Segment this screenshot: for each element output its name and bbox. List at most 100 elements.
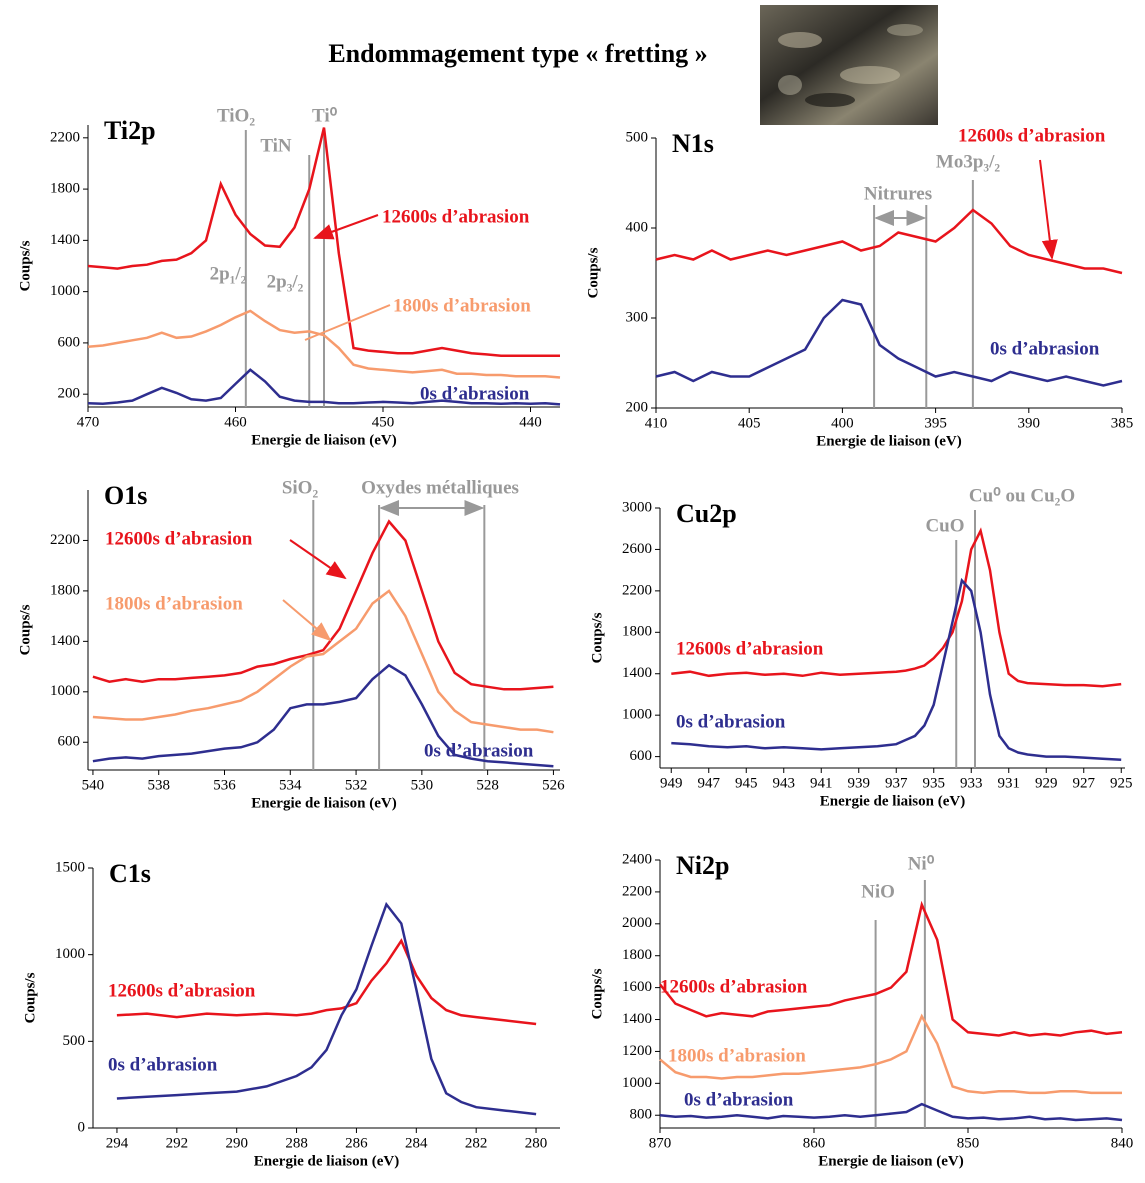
x-axis-title: Energie de liaison (eV)	[818, 1153, 963, 1169]
x-tick-label: 390	[1018, 415, 1041, 431]
y-tick-label: 1000	[55, 946, 85, 962]
x-tick-label: 400	[831, 415, 854, 431]
pointer-arrow	[304, 304, 391, 341]
x-tick-label: 450	[372, 414, 395, 430]
y-tick-label: 1000	[50, 683, 80, 699]
y-tick-label: 2200	[50, 532, 80, 548]
x-tick-label: 536	[213, 777, 236, 793]
series-line	[659, 900, 1123, 1037]
series-line	[87, 127, 560, 357]
y-tick-label: 1500	[55, 859, 85, 875]
x-tick-label: 947	[698, 775, 721, 791]
y-tick-label: 0	[78, 1119, 86, 1135]
x-tick-label: 292	[166, 1135, 189, 1151]
y-tick-label: 2200	[622, 883, 652, 899]
x-tick-label: 935	[923, 775, 946, 791]
series-label: 12600s d’abrasion	[382, 206, 530, 227]
y-tick-label: 3000	[622, 499, 652, 515]
series-line	[655, 208, 1123, 275]
chart-title: Cu2p	[676, 499, 737, 528]
y-tick-label: 800	[630, 1107, 653, 1123]
x-tick-label: 927	[1073, 775, 1096, 791]
y-axis-title: Coups/s	[585, 247, 601, 298]
series-label: 0s d’abrasion	[676, 711, 786, 732]
pointer-arrow	[1039, 159, 1058, 260]
reference-label: Cu⁰ ou Cu₂O	[969, 485, 1075, 506]
series-line	[116, 938, 537, 1026]
x-axis-title: Energie de liaison (eV)	[254, 1153, 399, 1169]
series-line	[92, 589, 554, 734]
series-line	[671, 527, 1122, 688]
series-line	[87, 368, 561, 406]
series-label: 12600s d’abrasion	[676, 638, 824, 659]
x-tick-label: 470	[77, 414, 100, 430]
y-tick-label: 1400	[622, 665, 652, 681]
y-tick-label: 1800	[50, 582, 80, 598]
series-label: 12600s d’abrasion	[958, 125, 1106, 146]
reference-label: Ti⁰	[312, 105, 338, 126]
x-tick-label: 931	[998, 775, 1021, 791]
x-tick-label: 282	[465, 1135, 488, 1151]
series-label: 12600s d’abrasion	[105, 528, 253, 549]
x-tick-label: 870	[649, 1135, 672, 1151]
x-axis-title: Energie de liaison (eV)	[816, 433, 961, 449]
y-tick-label: 1800	[50, 181, 80, 197]
y-tick-label: 1400	[50, 232, 80, 248]
y-axis-title: Coups/s	[22, 972, 38, 1023]
y-tick-label: 200	[58, 386, 81, 402]
x-tick-label: 943	[773, 775, 796, 791]
x-tick-label: 939	[848, 775, 871, 791]
y-tick-label: 1400	[622, 1011, 652, 1027]
x-tick-label: 290	[225, 1135, 248, 1151]
series-line	[92, 663, 554, 768]
x-tick-label: 440	[519, 414, 542, 430]
x-tick-label: 933	[960, 775, 983, 791]
x-axis-title: Energie de liaison (eV)	[251, 795, 396, 811]
chart-title: C1s	[109, 859, 151, 888]
y-tick-label: 1000	[50, 283, 80, 299]
y-tick-label: 600	[58, 334, 81, 350]
reference-label: TiN	[260, 135, 292, 156]
series-label: 1800s d’abrasion	[668, 1045, 806, 1066]
series-line	[655, 298, 1123, 387]
x-tick-label: 538	[147, 777, 170, 793]
y-tick-label: 2200	[622, 582, 652, 598]
x-tick-label: 532	[345, 777, 368, 793]
annotation-label: Oxydes métalliques	[361, 477, 519, 498]
chart-title: Ti2p	[104, 116, 156, 145]
series-line	[92, 519, 554, 691]
series-label: 1800s d’abrasion	[105, 593, 243, 614]
series-line	[671, 577, 1122, 761]
series-label: 0s d’abrasion	[990, 338, 1100, 359]
y-axis-title: Coups/s	[589, 968, 605, 1019]
y-tick-label: 2000	[622, 915, 652, 931]
y-tick-label: 2400	[622, 851, 652, 867]
y-tick-label: 2200	[50, 129, 80, 145]
pointer-arrow	[313, 214, 379, 240]
y-tick-label: 2600	[622, 541, 652, 557]
pointer-arrow	[282, 599, 332, 642]
x-tick-label: 941	[810, 775, 833, 791]
x-tick-label: 528	[476, 777, 499, 793]
x-tick-label: 385	[1111, 415, 1134, 431]
series-label: 0s d’abrasion	[684, 1089, 794, 1110]
y-tick-label: 1600	[622, 979, 652, 995]
x-tick-label: 534	[279, 777, 302, 793]
x-tick-label: 526	[542, 777, 565, 793]
series-line	[116, 901, 537, 1116]
reference-label: SiO₂	[282, 477, 319, 498]
reference-label: Ni⁰	[908, 853, 935, 874]
series-label: 0s d’abrasion	[420, 383, 530, 404]
photo	[760, 5, 938, 125]
reference-label: TiO₂	[217, 105, 255, 126]
chart-title: Ni2p	[676, 851, 729, 880]
x-tick-label: 945	[735, 775, 758, 791]
x-tick-label: 286	[345, 1135, 368, 1151]
y-tick-label: 300	[626, 309, 649, 325]
reference-label: NiO	[861, 881, 895, 902]
chart-title: O1s	[104, 481, 147, 510]
x-tick-label: 540	[82, 777, 105, 793]
y-tick-label: 500	[63, 1033, 86, 1049]
x-axis-title: Energie de liaison (eV)	[820, 793, 965, 809]
